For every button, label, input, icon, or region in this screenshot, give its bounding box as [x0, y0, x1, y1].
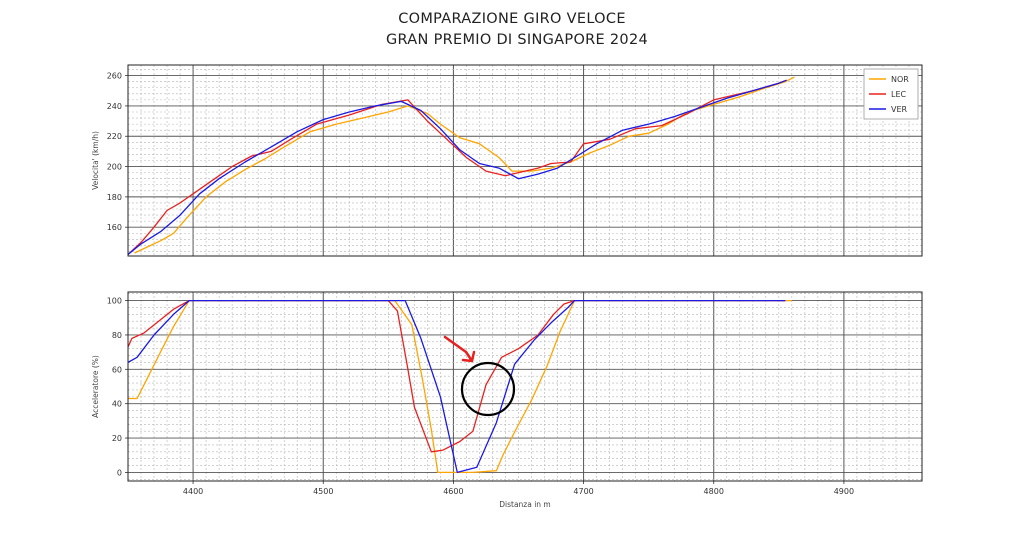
y-tick-label: 40	[112, 400, 122, 409]
grid	[127, 292, 923, 481]
y-tick-label: 180	[107, 193, 122, 202]
annotation-layer	[443, 335, 516, 417]
x-tick-label: 4800	[704, 487, 724, 496]
y-tick-label: 100	[107, 297, 122, 306]
speed-chart: 160 180 200 220 240 260 Velocita' (km/h) NOR LEC…	[91, 64, 923, 257]
x-axis-label: Distanza in m	[499, 500, 551, 509]
y-tick-label: 200	[107, 163, 122, 172]
series-line-lec	[128, 299, 786, 453]
series-line-ver	[128, 79, 787, 256]
y-tick-label: 160	[107, 223, 122, 232]
y-axis-label: Velocita' (km/h)	[91, 131, 100, 190]
series-lines	[128, 299, 792, 474]
x-tick-label: 4700	[573, 487, 593, 496]
legend: NOR LEC VER	[863, 68, 919, 120]
throttle-chart: 0 20 40 60 80 100 4400 4500 4600 4700 4800 4900 Acce…	[91, 291, 923, 509]
red-arrow-icon	[443, 335, 476, 363]
y-tick-label: 60	[112, 365, 122, 374]
legend-label-lec: LEC	[891, 90, 907, 99]
x-tick-label: 4500	[313, 487, 333, 496]
plot-frame	[127, 291, 923, 482]
grid	[127, 65, 923, 256]
y-tick-label: 240	[107, 102, 122, 111]
legend-label-ver: VER	[891, 105, 908, 114]
x-tick-label: 4400	[183, 487, 203, 496]
series-line-lec	[128, 79, 787, 255]
y-tick-label: 260	[107, 72, 122, 81]
y-tick-label: 80	[112, 331, 122, 340]
figure-title-line2: GRAN PREMIO DI SINGAPORE 2024	[386, 32, 648, 48]
x-tick-label: 4600	[443, 487, 463, 496]
series-line-ver	[128, 299, 786, 474]
y-axis-label: Acceleratore (%)	[91, 355, 100, 418]
series-line-nor	[128, 299, 792, 474]
plot-frame	[127, 64, 923, 257]
series-lines	[128, 76, 795, 256]
legend-label-nor: NOR	[891, 75, 909, 84]
y-tick-label: 220	[107, 132, 122, 141]
figure-title-line1: COMPARAZIONE GIRO VELOCE	[398, 11, 626, 27]
y-tick-label: 0	[117, 468, 122, 477]
highlight-circle	[460, 361, 516, 417]
y-tick-label: 20	[112, 434, 122, 443]
x-tick-label: 4900	[834, 487, 854, 496]
plot-area	[128, 292, 922, 481]
